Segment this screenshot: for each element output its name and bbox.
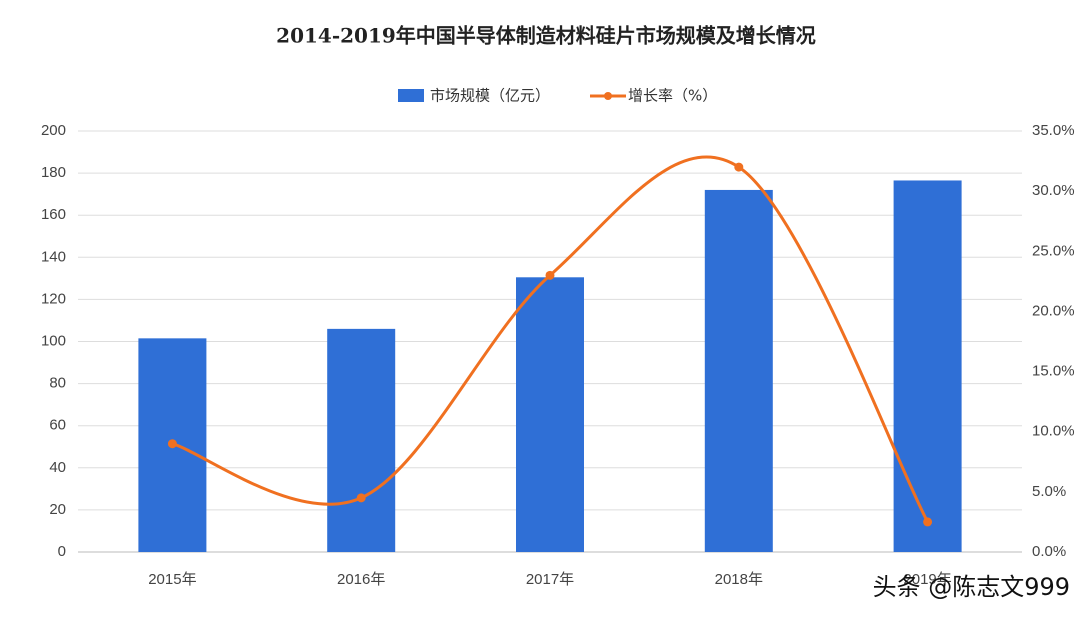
line-marker: [923, 517, 933, 527]
y2-tick-label: 0.0%: [1032, 543, 1066, 560]
y-tick-label: 180: [41, 164, 66, 181]
x-tick-label: 2015年: [148, 571, 196, 588]
y2-tick-label: 10.0%: [1032, 423, 1075, 440]
y2-tick-label: 25.0%: [1032, 242, 1075, 259]
line-marker: [167, 439, 177, 449]
legend-marker: [604, 92, 612, 100]
x-tick-label: 2016年: [337, 571, 385, 588]
legend-label: 市场规模（亿元）: [430, 87, 550, 105]
legend-swatch: [398, 89, 424, 102]
watermark: 头条 @陈志文999: [873, 573, 1070, 601]
y-tick-label: 60: [49, 417, 66, 434]
bar: [704, 189, 773, 552]
bar: [327, 328, 396, 552]
line-marker: [734, 162, 744, 172]
y-tick-label: 20: [49, 501, 66, 518]
legend-label: 增长率（%）: [628, 87, 717, 105]
y2-tick-label: 5.0%: [1032, 483, 1066, 500]
line-marker: [545, 270, 555, 280]
y-tick-label: 140: [41, 248, 66, 265]
x-tick-label: 2019年: [903, 571, 951, 588]
y-tick-label: 40: [49, 459, 66, 476]
bar: [516, 277, 584, 552]
x-tick-label: 2017年: [526, 571, 574, 588]
x-tick-label: 2018年: [715, 571, 763, 588]
y-tick-label: 0: [58, 543, 66, 560]
y-tick-label: 120: [41, 290, 66, 307]
y-tick-label: 200: [41, 122, 66, 139]
y-tick-label: 80: [49, 375, 66, 392]
y2-tick-label: 15.0%: [1032, 363, 1075, 380]
chart-title: 2014-2019年中国半导体制造材料硅片市场规模及增长情况: [276, 24, 816, 48]
y2-tick-label: 35.0%: [1032, 122, 1075, 139]
y2-tick-label: 20.0%: [1032, 302, 1075, 319]
line: [171, 155, 929, 523]
y-tick-label: 160: [41, 206, 66, 223]
y2-tick-label: 30.0%: [1032, 182, 1075, 199]
bar: [893, 180, 962, 552]
y-tick-label: 100: [41, 332, 66, 349]
line-marker: [356, 493, 366, 503]
